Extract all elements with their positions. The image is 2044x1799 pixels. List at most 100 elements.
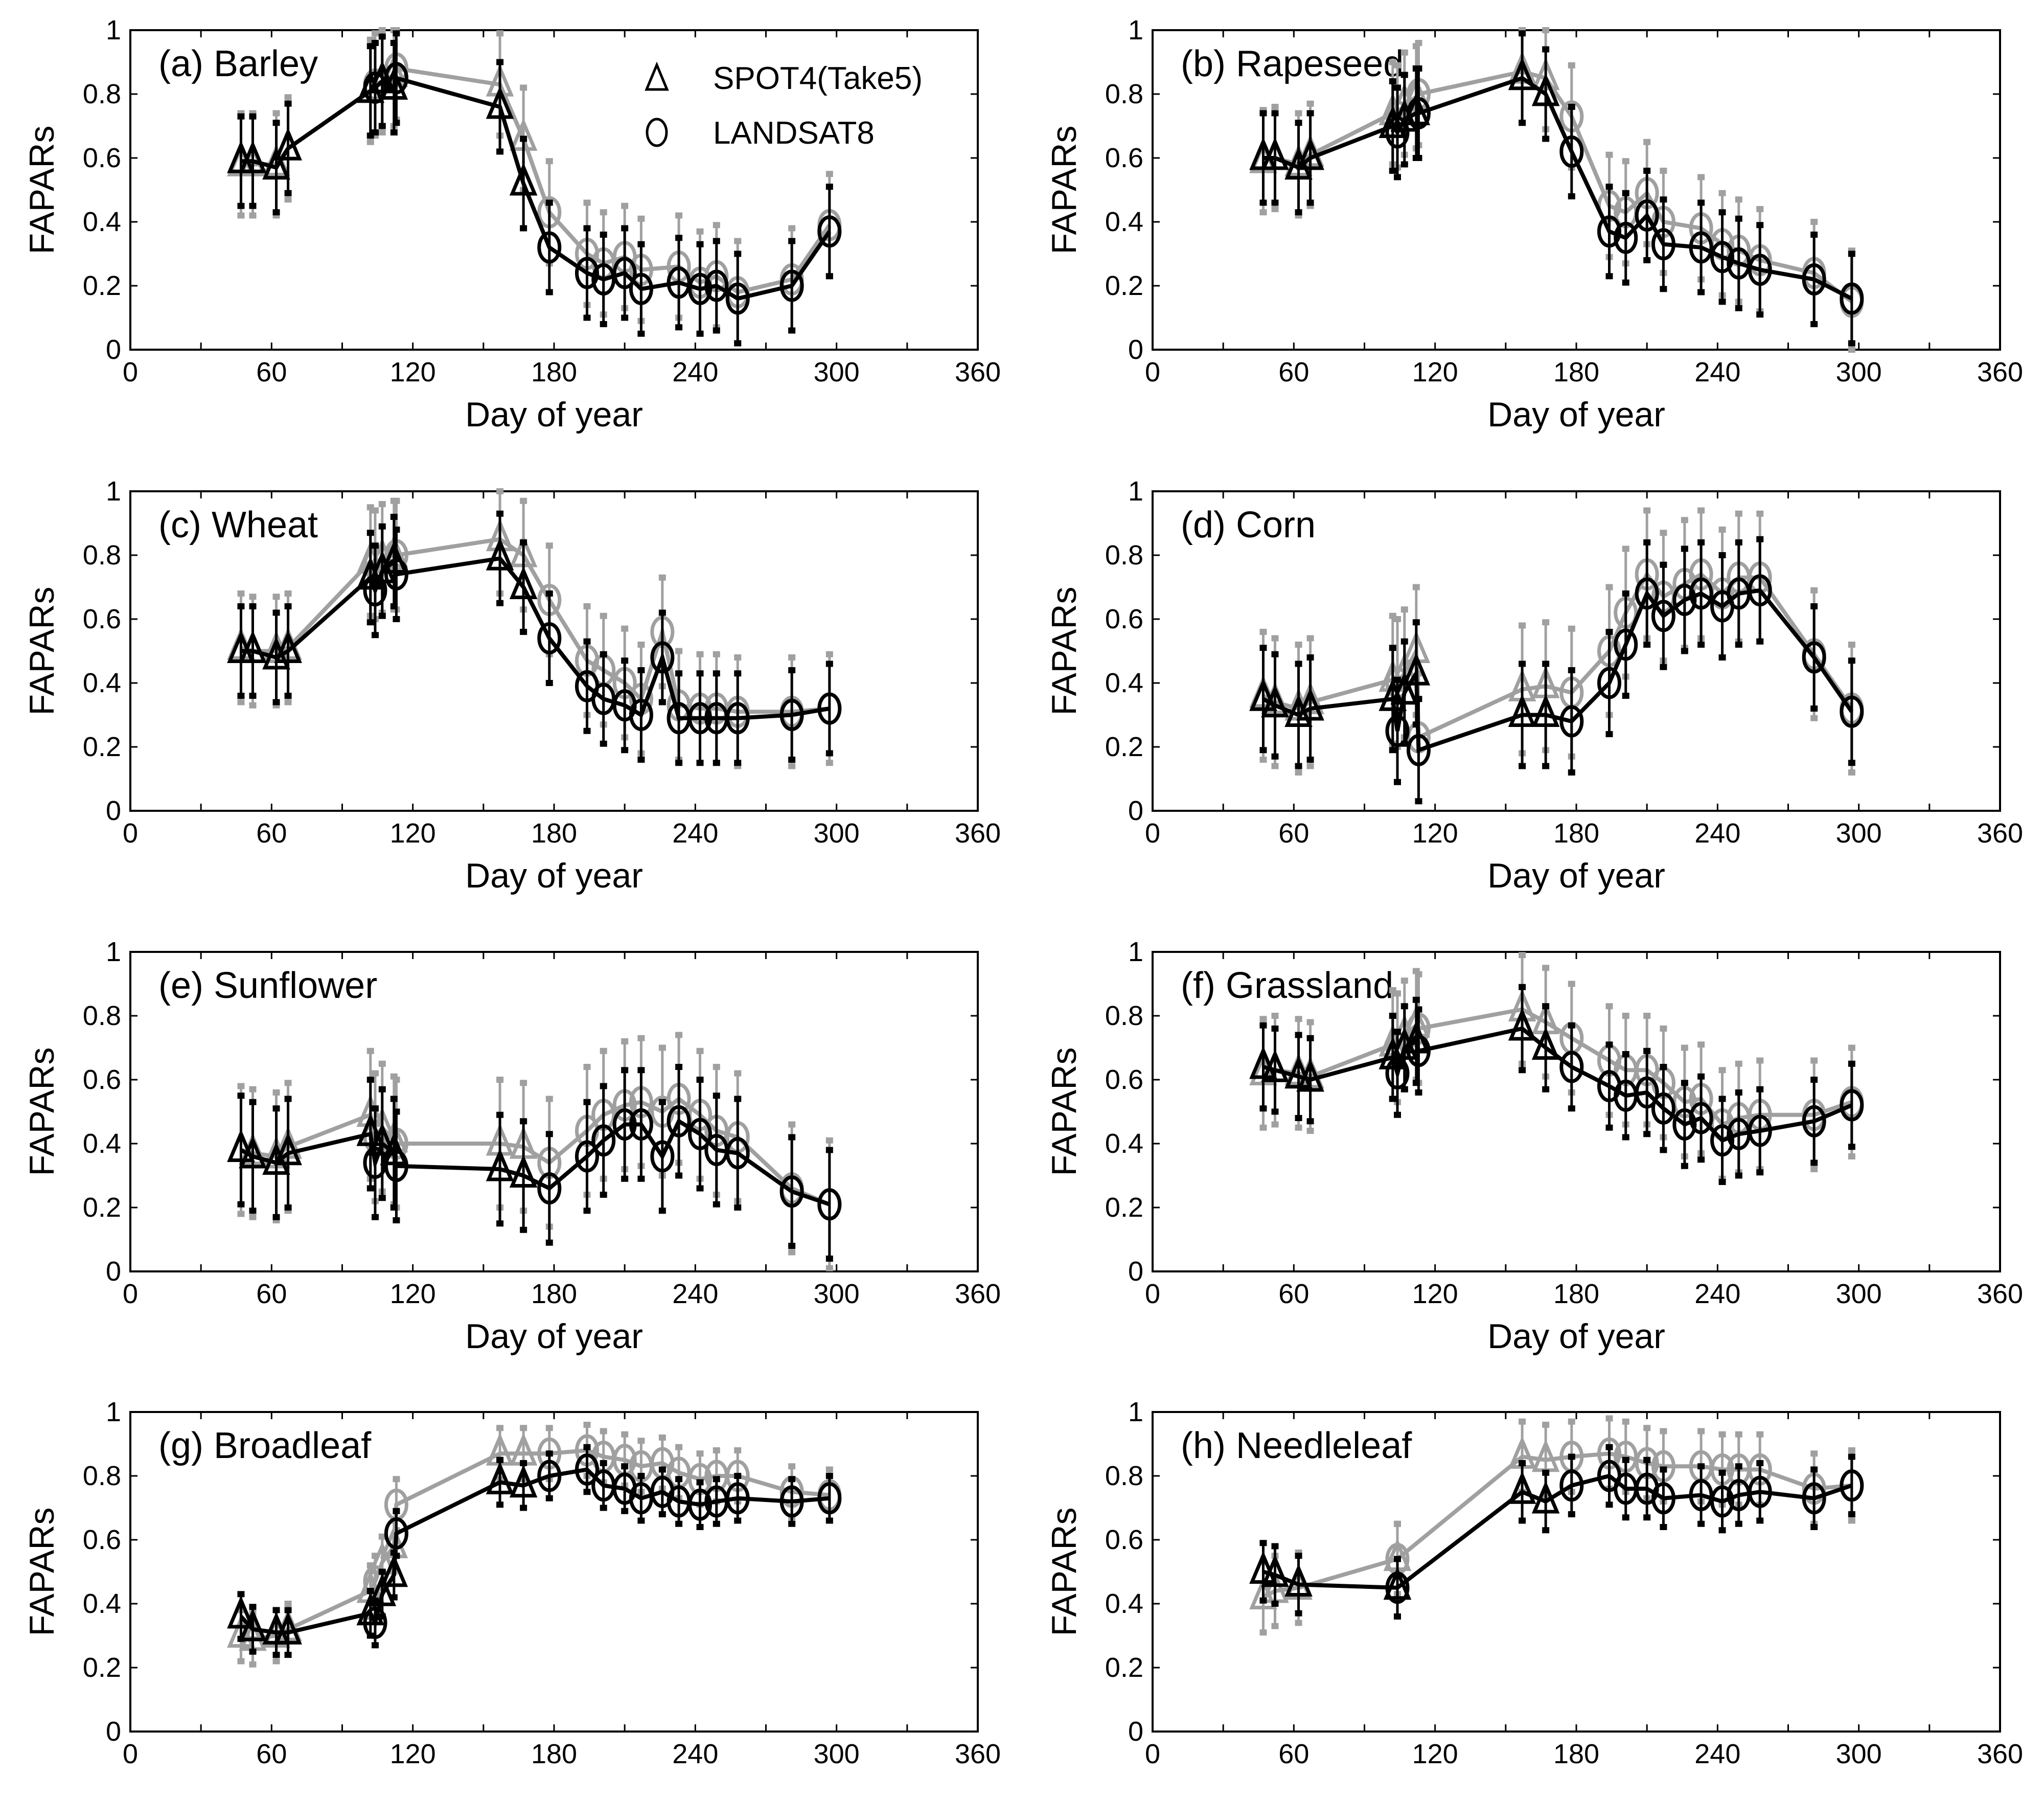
error-cap	[1643, 1047, 1651, 1054]
y-tick-label: 1	[106, 15, 121, 45]
error-cap	[675, 235, 683, 241]
triangle-marker	[509, 1464, 538, 1498]
error-cap	[390, 129, 398, 135]
error-cap	[371, 507, 379, 514]
error-cap	[1542, 619, 1550, 626]
error-cap	[366, 1077, 374, 1083]
x-tick-label: 0	[1145, 1739, 1160, 1769]
error-cap	[520, 1118, 527, 1125]
error-cap	[496, 510, 504, 517]
error-cap	[272, 1214, 280, 1220]
error-cap	[1519, 1517, 1526, 1524]
error-cap	[1605, 1444, 1613, 1450]
error-cap	[713, 1447, 720, 1453]
error-cap	[1568, 769, 1575, 776]
error-cap	[696, 1479, 704, 1486]
x-tick-label: 300	[814, 1739, 860, 1769]
circle-marker	[537, 1460, 562, 1492]
x-tick-label: 60	[256, 357, 287, 388]
x-tick-label: 240	[1694, 818, 1740, 849]
error-cap	[1848, 340, 1855, 347]
error-cap	[1389, 645, 1396, 651]
error-cap	[393, 1508, 400, 1514]
error-cap	[1295, 209, 1302, 216]
error-cap	[1519, 952, 1526, 959]
error-cap	[1735, 642, 1742, 648]
error-cap	[284, 1204, 292, 1211]
error-cap	[237, 590, 245, 597]
error-cap	[600, 1460, 607, 1466]
y-axis-label: FAPARs	[22, 1047, 61, 1176]
error-cap	[1848, 1517, 1855, 1524]
circle-marker	[650, 1140, 675, 1173]
error-cap	[1756, 1460, 1764, 1466]
error-cap	[1542, 1469, 1550, 1476]
error-cap	[378, 612, 386, 619]
error-cap	[788, 1243, 796, 1249]
y-axis-label: FAPARs	[1045, 126, 1084, 255]
error-cap	[675, 1032, 683, 1038]
error-cap	[1295, 1124, 1302, 1131]
circle-marker	[1840, 1469, 1864, 1502]
error-cap	[520, 497, 527, 504]
error-cap	[1810, 1166, 1818, 1172]
triangle-marker	[239, 1608, 267, 1642]
error-cap	[545, 1495, 553, 1501]
error-cap	[621, 1463, 629, 1470]
x-tick-label: 360	[1977, 357, 2023, 388]
x-tick-label: 0	[1145, 357, 1160, 388]
x-axis-label: Day of year	[1487, 856, 1665, 895]
error-cap	[249, 1661, 257, 1668]
x-tick-label: 360	[955, 1739, 1001, 1769]
error-cap	[520, 1080, 527, 1086]
error-cap	[1810, 587, 1818, 594]
error-cap	[1605, 151, 1613, 158]
error-cap	[621, 747, 629, 754]
error-cap	[1718, 1527, 1726, 1534]
error-cap	[734, 654, 742, 661]
x-tick-label: 0	[123, 1739, 138, 1769]
error-cap	[1519, 661, 1526, 667]
error-cap	[393, 497, 400, 504]
error-cap	[1259, 629, 1267, 635]
y-tick-label: 0.8	[1105, 540, 1143, 571]
error-cap	[1756, 1169, 1764, 1176]
circle-marker	[1802, 641, 1826, 674]
error-cap	[1622, 1013, 1629, 1019]
error-cap	[237, 1211, 245, 1217]
x-tick-label: 180	[1553, 1279, 1599, 1309]
error-cap	[696, 1524, 704, 1530]
error-cap	[520, 1226, 527, 1233]
triangle-marker	[1508, 1008, 1536, 1041]
error-cap	[825, 661, 833, 667]
circle-marker	[1802, 1105, 1826, 1137]
y-tick-label: 0.4	[1105, 207, 1143, 237]
triangle-marker	[1379, 678, 1407, 711]
error-cap	[1415, 1089, 1422, 1096]
error-cap	[1306, 1118, 1314, 1125]
error-cap	[621, 1067, 629, 1074]
circle-marker	[779, 269, 804, 302]
y-tick-label: 0.8	[83, 1000, 121, 1031]
circle-marker	[1635, 1076, 1659, 1109]
error-cap	[284, 699, 292, 705]
error-cap	[378, 129, 386, 135]
error-cap	[1519, 1460, 1526, 1466]
error-cap	[675, 1476, 683, 1483]
error-cap	[545, 289, 553, 295]
error-cap	[1412, 584, 1420, 590]
error-cap	[366, 139, 374, 145]
error-cap	[1542, 1527, 1550, 1534]
error-cap	[1848, 1447, 1855, 1453]
circle-marker	[725, 282, 750, 315]
error-cap	[621, 1175, 629, 1182]
circle-marker	[384, 558, 408, 590]
error-cap	[1643, 1456, 1651, 1463]
circle-marker	[629, 699, 653, 731]
error-cap	[520, 135, 527, 142]
error-cap	[788, 1134, 796, 1141]
x-tick-label: 180	[531, 818, 577, 849]
y-axis-label: FAPARs	[22, 587, 61, 716]
x-tick-label: 60	[1278, 1739, 1309, 1769]
error-cap	[1681, 1163, 1688, 1169]
